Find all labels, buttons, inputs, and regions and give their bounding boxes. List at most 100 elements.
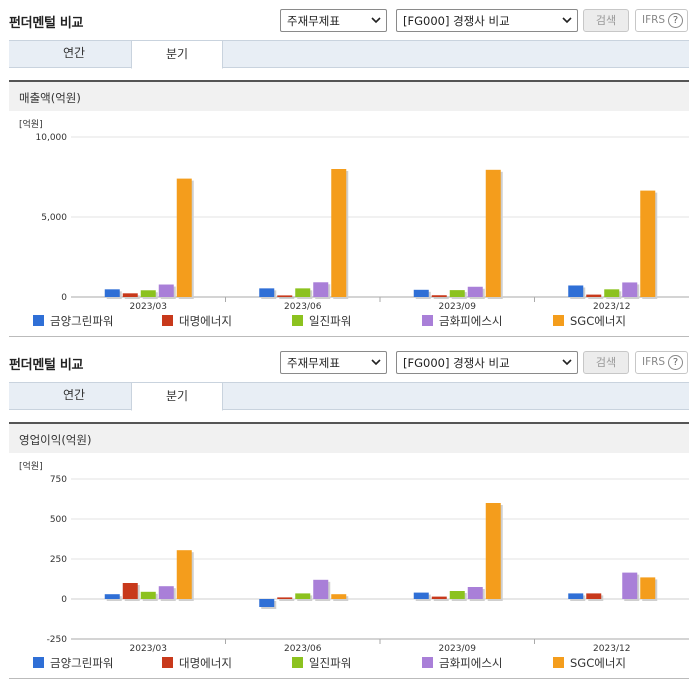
panel-title: 펀더멘털 비교 [9, 16, 84, 31]
fundamental-panel-revenue: 펀더멘털 비교 주재무제표 [FG000] 경쟁사 비교 검색 IFRS ? 연… [9, 9, 689, 337]
bar[interactable] [140, 290, 156, 297]
legend-swatch [292, 657, 303, 668]
bar[interactable] [313, 579, 329, 599]
y-tick-label: -250 [47, 635, 68, 645]
help-icon: ? [668, 355, 683, 370]
bar[interactable] [640, 577, 656, 599]
legend-swatch [422, 315, 433, 326]
search-button[interactable]: 검색 [583, 351, 629, 374]
bar[interactable] [158, 284, 174, 297]
bar[interactable] [277, 597, 293, 599]
tab-quarterly[interactable]: 분기 [131, 40, 223, 69]
bar[interactable] [604, 289, 620, 297]
x-tick-label: 2023/12 [593, 644, 630, 654]
bar[interactable] [640, 190, 656, 297]
legend-label: 대명에너지 [179, 314, 232, 328]
bar[interactable] [104, 594, 120, 599]
y-tick-label: 500 [50, 515, 67, 525]
legend-swatch [33, 315, 44, 326]
fundamental-panel-operating-profit: 펀더멘털 비교 주재무제표 [FG000] 경쟁사 비교 검색 IFRS ? 연… [0, 342, 696, 684]
x-tick-label: 2023/09 [439, 644, 477, 654]
bar[interactable] [413, 289, 429, 297]
tab-quarterly[interactable]: 분기 [131, 382, 223, 411]
bar-shadow [433, 598, 449, 601]
bar[interactable] [413, 592, 429, 599]
x-tick-label: 2023/06 [284, 644, 322, 654]
chevron-down-icon [371, 359, 381, 366]
y-tick-label: 0 [61, 293, 67, 303]
period-tabs: 연간 분기 [9, 40, 689, 69]
y-tick-label: 250 [50, 555, 67, 565]
legend-swatch [422, 657, 433, 668]
bar[interactable] [622, 572, 638, 599]
x-tick-label: 2023/03 [130, 644, 167, 654]
bar[interactable] [467, 587, 483, 599]
ifrs-help-button[interactable]: IFRS ? [635, 9, 688, 32]
period-tabs: 연간 분기 [9, 382, 689, 411]
y-unit-label: [억원] [19, 118, 43, 130]
legend-label: 금양그린파워 [50, 314, 114, 328]
bar[interactable] [467, 286, 483, 297]
tab-annual[interactable]: 연간 [62, 46, 86, 60]
tab-annual[interactable]: 연간 [62, 388, 86, 402]
peer-group-select[interactable]: [FG000] 경쟁사 비교 [396, 9, 578, 32]
bar[interactable] [295, 288, 311, 297]
statement-type-select[interactable]: 주재무제표 [280, 351, 387, 374]
operating-profit-chart: [억원] -250 0 250 500 750 2023/03 2023/06 2023/09 2… [9, 455, 689, 679]
search-button[interactable]: 검색 [583, 9, 629, 32]
bar[interactable] [622, 282, 638, 297]
peer-group-select[interactable]: [FG000] 경쟁사 비교 [396, 351, 578, 374]
ifrs-help-button[interactable]: IFRS ? [635, 351, 688, 374]
statement-type-select[interactable]: 주재무제표 [280, 9, 387, 32]
panel-title: 펀더멘털 비교 [9, 358, 84, 373]
legend-swatch [292, 315, 303, 326]
bar[interactable] [259, 288, 275, 297]
y-tick-label: 0 [61, 595, 67, 605]
y-unit-label: [억원] [19, 460, 43, 472]
bar[interactable] [313, 282, 329, 297]
bar[interactable] [176, 550, 192, 599]
bar[interactable] [122, 293, 138, 297]
bar[interactable] [586, 593, 602, 599]
section-title: 영업이익(억원) [9, 422, 689, 453]
legend-swatch [162, 657, 173, 668]
y-tick-label: 5,000 [41, 213, 67, 223]
section-title: 매출액(억원) [9, 80, 689, 111]
bar[interactable] [331, 594, 347, 599]
bar[interactable] [568, 285, 584, 297]
bar[interactable] [104, 289, 120, 297]
legend-swatch [33, 657, 44, 668]
bar[interactable] [568, 593, 584, 599]
bar-shadow [124, 295, 140, 299]
bar[interactable] [176, 178, 192, 297]
legend-label: 금양그린파워 [50, 656, 114, 670]
bar[interactable] [431, 596, 447, 599]
bar[interactable] [485, 169, 501, 297]
bar[interactable] [449, 591, 465, 599]
x-tick-label: 2023/06 [284, 302, 322, 312]
bar[interactable] [259, 599, 275, 607]
bar-shadow [279, 599, 295, 601]
bar[interactable] [485, 503, 501, 599]
legend-swatch [162, 315, 173, 326]
bar[interactable] [277, 295, 293, 297]
legend-label: SGC에너지 [570, 656, 626, 670]
bar[interactable] [140, 591, 156, 599]
legend-label: 대명에너지 [179, 656, 232, 670]
chart-svg: [억원] -250 0 250 500 750 2023/03 2023/06 2023/09 2… [19, 460, 689, 654]
chevron-down-icon [371, 17, 381, 24]
legend-swatch [553, 315, 564, 326]
bar[interactable] [122, 583, 138, 599]
bar[interactable] [449, 290, 465, 297]
chevron-down-icon [562, 359, 572, 366]
revenue-chart: [억원] 0 5,000 10,000 2023/03 2023/06 2023/09 202… [9, 113, 689, 337]
x-tick-label: 2023/09 [439, 302, 477, 312]
bar[interactable] [295, 593, 311, 599]
bar[interactable] [431, 295, 447, 297]
y-tick-label: 10,000 [36, 133, 68, 143]
legend-label: 일진파워 [309, 656, 352, 670]
bar[interactable] [158, 586, 174, 599]
bar[interactable] [586, 294, 602, 297]
legend-swatch [553, 657, 564, 668]
bar[interactable] [331, 169, 347, 297]
